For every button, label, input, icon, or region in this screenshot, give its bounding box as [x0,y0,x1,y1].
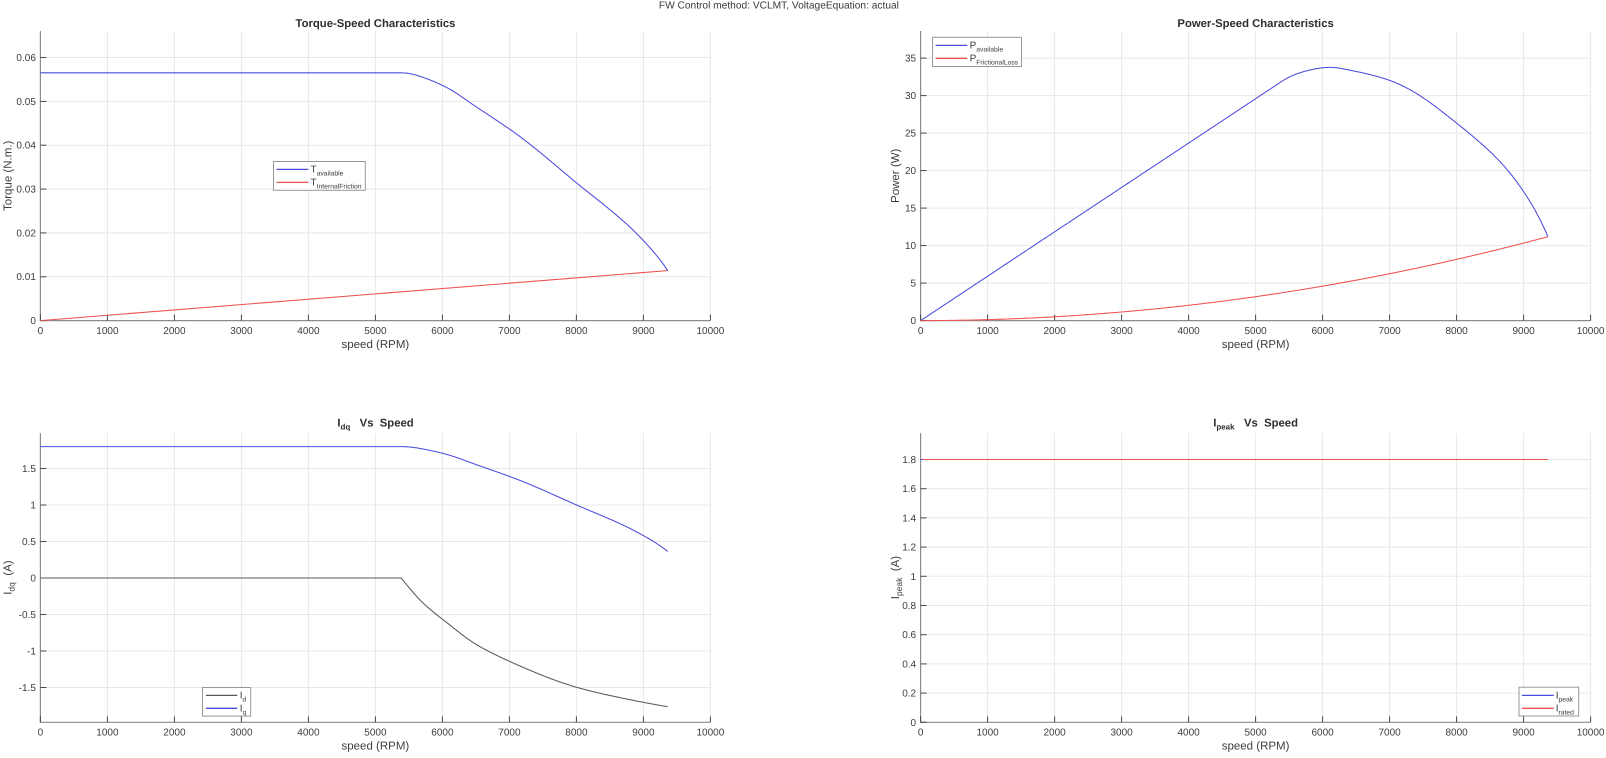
svg-text:1.2: 1.2 [902,543,916,554]
svg-text:25: 25 [905,129,917,140]
svg-text:0.2: 0.2 [902,689,916,700]
svg-text:20: 20 [905,166,917,177]
svg-text:1000: 1000 [976,728,999,739]
svg-text:5: 5 [911,279,917,290]
svg-text:Idq (A): Idq (A) [3,560,17,595]
svg-text:Ipeak (A): Ipeak (A) [890,556,904,600]
svg-text:0.01: 0.01 [16,272,36,283]
svg-text:3000: 3000 [230,728,253,739]
svg-text:10: 10 [905,241,917,252]
svg-text:1.5: 1.5 [22,464,36,475]
svg-text:4000: 4000 [297,326,320,337]
svg-text:Torque-Speed Characteristics: Torque-Speed Characteristics [296,18,456,30]
svg-text:0.5: 0.5 [22,537,36,548]
svg-text:7000: 7000 [498,728,521,739]
svg-text:0.05: 0.05 [16,97,36,108]
svg-text:2000: 2000 [163,728,186,739]
svg-text:10000: 10000 [696,326,724,337]
svg-text:4000: 4000 [1177,728,1200,739]
svg-text:1.4: 1.4 [902,513,916,524]
svg-text:5000: 5000 [1244,326,1267,337]
svg-text:4000: 4000 [297,728,320,739]
svg-text:1.6: 1.6 [902,484,916,495]
svg-text:10000: 10000 [1577,728,1605,739]
svg-text:0: 0 [911,316,917,327]
svg-text:1000: 1000 [96,728,119,739]
svg-text:0.04: 0.04 [16,141,36,152]
svg-text:30: 30 [905,91,917,102]
svg-text:Pavailable: Pavailable [970,41,1004,54]
svg-text:-1.5: -1.5 [19,683,37,694]
svg-text:Iq: Iq [240,704,247,717]
svg-text:2000: 2000 [163,326,186,337]
svg-text:speed (RPM): speed (RPM) [1222,741,1290,753]
svg-text:3000: 3000 [1110,728,1133,739]
svg-text:7000: 7000 [1378,326,1401,337]
svg-text:9000: 9000 [1512,728,1535,739]
svg-text:Irated: Irated [1556,704,1574,717]
svg-text:15: 15 [905,204,917,215]
svg-text:5000: 5000 [364,728,387,739]
svg-text:1.8: 1.8 [902,455,916,466]
svg-text:6000: 6000 [431,728,454,739]
svg-text:2000: 2000 [1043,326,1066,337]
svg-text:3000: 3000 [230,326,253,337]
svg-text:6000: 6000 [1311,728,1334,739]
svg-text:3000: 3000 [1110,326,1133,337]
svg-text:0: 0 [30,574,36,585]
svg-text:Tavailable: Tavailable [311,165,344,178]
svg-text:0: 0 [38,326,44,337]
svg-text:1: 1 [30,501,36,512]
svg-text:1000: 1000 [96,326,119,337]
svg-text:10000: 10000 [696,728,724,739]
svg-text:0: 0 [38,728,44,739]
svg-text:0.4: 0.4 [902,659,916,670]
svg-text:speed (RPM): speed (RPM) [1222,339,1290,351]
svg-text:35: 35 [905,54,917,65]
svg-text:5000: 5000 [1244,728,1267,739]
svg-text:5000: 5000 [364,326,387,337]
svg-text:-0.5: -0.5 [19,610,37,621]
svg-text:Power (W): Power (W) [890,148,902,202]
svg-text:10000: 10000 [1577,326,1605,337]
svg-text:8000: 8000 [1445,728,1468,739]
svg-text:1: 1 [911,572,917,583]
svg-text:0.6: 0.6 [902,630,916,641]
svg-text:2000: 2000 [1043,728,1066,739]
svg-text:9000: 9000 [632,326,655,337]
svg-text:6000: 6000 [431,326,454,337]
svg-text:7000: 7000 [498,326,521,337]
svg-text:9000: 9000 [632,728,655,739]
svg-text:8000: 8000 [565,326,588,337]
svg-text:Idq Vs Speed: Idq Vs Speed [337,418,413,432]
svg-text:speed (RPM): speed (RPM) [342,339,410,351]
svg-text:0.03: 0.03 [16,185,36,196]
svg-text:6000: 6000 [1311,326,1334,337]
svg-text:Torque (N.m.): Torque (N.m.) [3,140,15,210]
svg-text:Power-Speed Characteristics: Power-Speed Characteristics [1177,18,1333,30]
svg-text:9000: 9000 [1512,326,1535,337]
svg-text:0.8: 0.8 [902,601,916,612]
svg-text:FW Control method: VCLMT, Volt: FW Control method: VCLMT, VoltageEquatio… [659,1,899,12]
svg-text:speed (RPM): speed (RPM) [342,741,410,753]
svg-text:0: 0 [918,728,924,739]
svg-text:Id: Id [240,691,247,704]
svg-text:PFrictionalLoss: PFrictionalLoss [970,54,1019,67]
svg-text:Ipeak: Ipeak [1556,691,1574,704]
svg-text:1000: 1000 [976,326,999,337]
svg-text:0: 0 [911,718,917,729]
svg-text:0: 0 [30,316,36,327]
svg-text:0.02: 0.02 [16,228,36,239]
svg-text:8000: 8000 [1445,326,1468,337]
svg-text:0.06: 0.06 [16,53,36,64]
svg-text:TInternalFriction: TInternalFriction [311,178,362,191]
svg-text:-1: -1 [27,647,36,658]
svg-text:4000: 4000 [1177,326,1200,337]
svg-text:7000: 7000 [1378,728,1401,739]
svg-text:0: 0 [918,326,924,337]
svg-text:8000: 8000 [565,728,588,739]
svg-text:Ipeak Vs Speed: Ipeak Vs Speed [1213,418,1298,432]
